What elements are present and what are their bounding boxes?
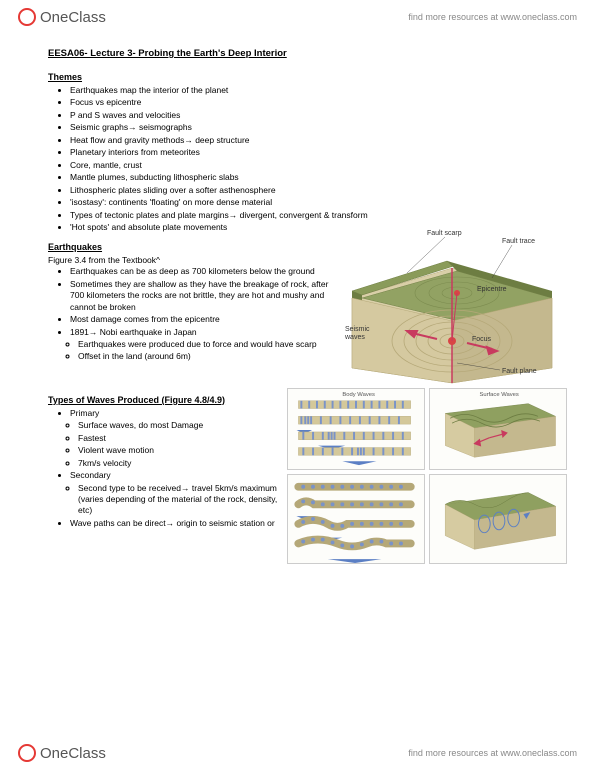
list-item: Types of tectonic plates and plate margi…	[70, 210, 567, 221]
list-item: Seismic graphs→ seismographs	[70, 122, 567, 133]
logo-icon	[18, 8, 36, 26]
primary-sublist: Surface waves, do most Damage Fastest Vi…	[48, 420, 279, 469]
list-item: Mantle plumes, subducting lithospheric s…	[70, 172, 567, 183]
list-item: Fastest	[78, 433, 279, 444]
list-item: Sometimes they are shallow as they have …	[70, 279, 329, 313]
list-item: Violent wave motion	[78, 445, 279, 456]
page-title: EESA06- Lecture 3- Probing the Earth's D…	[48, 48, 567, 61]
list-item: Earthquakes were produced due to force a…	[78, 339, 329, 350]
secondary-sublist: Second type to be received→ travel 5km/s…	[48, 483, 279, 517]
list-item: Secondary	[70, 470, 279, 481]
waves-list: Primary	[48, 408, 279, 419]
brand-name-footer: OneClass	[40, 745, 106, 762]
list-item: Offset in the land (around 6m)	[78, 351, 329, 362]
fault-diagram: Fault scarp Fault trace Epicentre Focus …	[337, 223, 567, 388]
logo-icon	[18, 744, 36, 762]
rayleigh-wave-panel	[429, 474, 567, 564]
waves-heading: Types of Waves Produced (Figure 4.8/4.9)	[48, 394, 279, 406]
list-item: Focus vs epicentre	[70, 97, 567, 108]
brand-name: OneClass	[40, 9, 106, 26]
waves-list-2: Secondary	[48, 470, 279, 481]
earthquakes-sublist: Earthquakes were produced due to force a…	[48, 339, 329, 363]
list-item: Earthquakes map the interior of the plan…	[70, 85, 567, 96]
earthquakes-heading: Earthquakes	[48, 241, 329, 253]
list-item: Primary	[70, 408, 279, 419]
list-item: Lithospheric plates sliding over a softe…	[70, 185, 567, 196]
brand-logo: OneClass	[18, 8, 106, 26]
list-item: Second type to be received→ travel 5km/s…	[78, 483, 279, 517]
earthquakes-list: Earthquakes can be as deep as 700 kilome…	[48, 266, 329, 338]
figure-reference: Figure 3.4 from the Textbook^	[48, 255, 329, 266]
wave-diagrams: Body Waves	[287, 388, 567, 564]
list-item: Surface waves, do most Damage	[78, 420, 279, 431]
s-wave-panel	[287, 474, 425, 564]
page-footer: OneClass find more resources at www.onec…	[0, 736, 595, 770]
p-wave-panel: Body Waves	[287, 388, 425, 470]
list-item: 1891→ Nobi earthquake in Japan	[70, 327, 329, 338]
list-item: 7km/s velocity	[78, 458, 279, 469]
list-item: Planetary interiors from meteorites	[70, 147, 567, 158]
list-item: 'isostasy': continents 'floating' on mor…	[70, 197, 567, 208]
waves-tail-list: Wave paths can be direct→ origin to seis…	[48, 518, 279, 529]
list-item: Wave paths can be direct→ origin to seis…	[70, 518, 279, 529]
label-fault-plane: Fault plane	[502, 368, 537, 375]
svg-text:Surface Waves: Surface Waves	[479, 391, 518, 397]
themes-list: Earthquakes map the interior of the plan…	[48, 85, 567, 234]
list-item: P and S waves and velocities	[70, 110, 567, 121]
list-item: Core, mantle, crust	[70, 160, 567, 171]
resources-link[interactable]: find more resources at www.oneclass.com	[408, 12, 577, 22]
list-item: Earthquakes can be as deep as 700 kilome…	[70, 266, 329, 277]
themes-heading: Themes	[48, 71, 567, 83]
brand-logo-footer: OneClass	[18, 744, 106, 762]
document-content: EESA06- Lecture 3- Probing the Earth's D…	[48, 48, 567, 732]
label-focus: Focus	[472, 336, 492, 343]
svg-text:Body Waves: Body Waves	[342, 391, 375, 397]
label-epicentre: Epicentre	[477, 286, 507, 293]
love-wave-panel: Surface Waves	[429, 388, 567, 470]
label-fault-trace: Fault trace	[502, 238, 535, 245]
label-fault-scarp: Fault scarp	[427, 230, 462, 237]
list-item: Most damage comes from the epicentre	[70, 314, 329, 325]
page-header: OneClass find more resources at www.onec…	[0, 0, 595, 34]
list-item: Heat flow and gravity methods→ deep stru…	[70, 135, 567, 146]
resources-link-footer[interactable]: find more resources at www.oneclass.com	[408, 748, 577, 758]
